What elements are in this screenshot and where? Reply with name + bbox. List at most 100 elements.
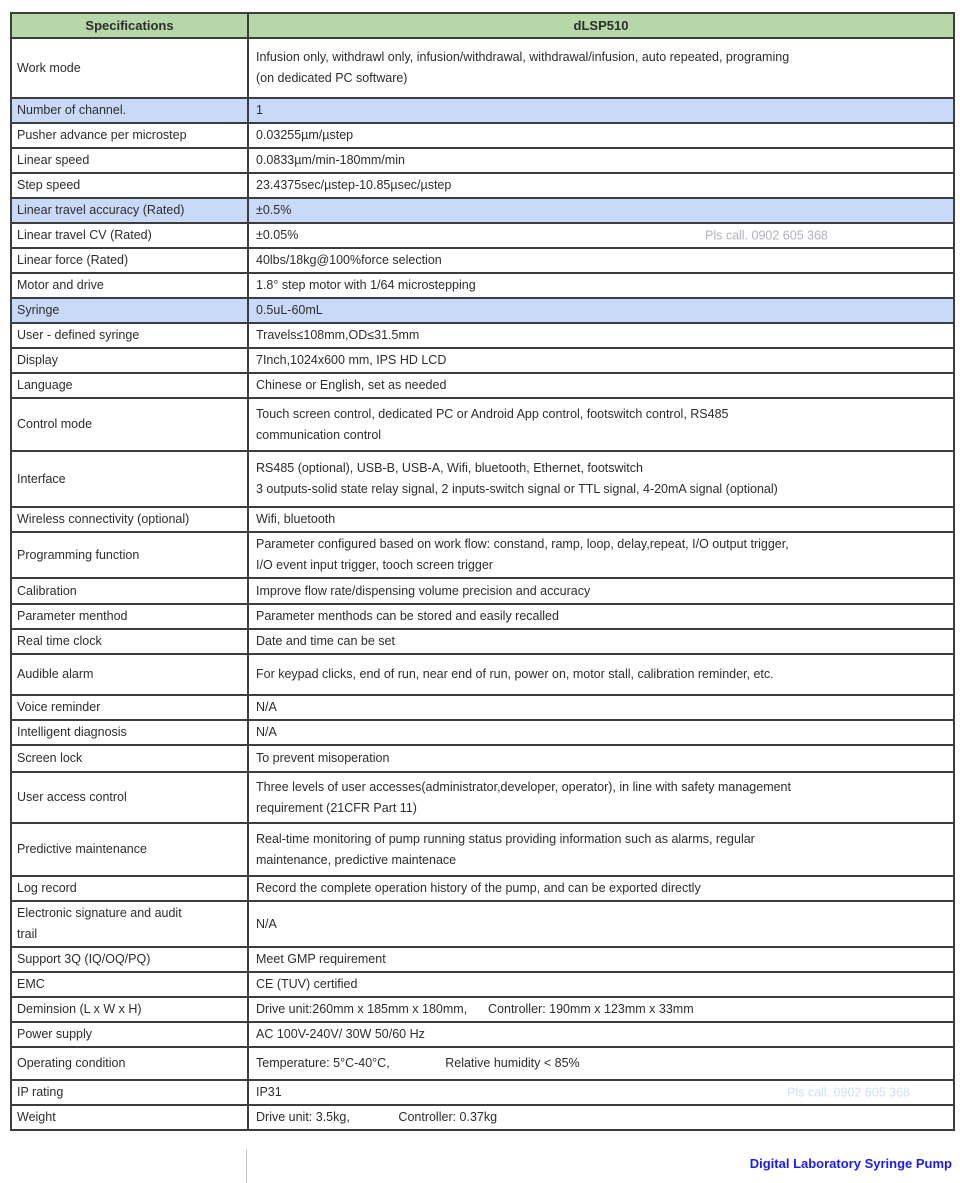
spec-value: 40lbs/18kg@100%force selection: [247, 247, 955, 274]
spec-label: EMC: [10, 971, 249, 998]
table-row: Support 3Q (IQ/OQ/PQ) Meet GMP requiremen…: [10, 946, 955, 973]
table-header-row: Specifications dLSP510: [10, 12, 955, 39]
table-row: Linear travel CV (Rated) ±0.05% Pls call. …: [10, 222, 955, 249]
table-row: Predictive maintenance Real-time monitori…: [10, 822, 955, 877]
spec-value-text: Date and time can be set: [256, 634, 395, 648]
spec-label: Operating condition: [10, 1046, 249, 1081]
table-row: Calibration Improve flow rate/dispensing …: [10, 577, 955, 605]
header-model: dLSP510: [247, 12, 955, 39]
spec-value-text: Improve flow rate/dispensing volume prec…: [256, 583, 591, 598]
spec-value: Infusion only, withdrawl only, infusion/…: [247, 37, 955, 99]
spec-value: Parameter menthods can be stored and eas…: [247, 603, 955, 630]
spec-label: Predictive maintenance: [10, 822, 249, 877]
watermark-text: Pls call. 0902 605 368: [786, 1085, 910, 1099]
spec-label: Weight: [10, 1104, 249, 1131]
spec-value-text: Chinese or English, set as needed: [256, 378, 447, 392]
header-specifications: Specifications: [10, 12, 249, 39]
spec-value-text: Infusion only, withdrawl only, infusion/…: [256, 50, 790, 85]
spec-value-text: AC 100V-240V/ 30W 50/60 Hz: [256, 1027, 425, 1041]
spec-label: Number of channel.: [10, 97, 249, 124]
spec-value-text: 1: [256, 103, 263, 117]
spec-value: 23.4375sec/µstep-10.85µsec/µstep: [247, 172, 955, 199]
spec-value: Three levels of user accesses(administra…: [247, 771, 955, 824]
table-row: Electronic signature and audit trail N/A: [10, 900, 955, 948]
spec-value-text: IP31: [256, 1085, 282, 1099]
table-row: Pusher advance per microstep 0.03255µm/µs…: [10, 122, 955, 149]
watermark-text: Pls call. 0902 605 368: [704, 228, 828, 242]
spec-value: N/A: [247, 694, 955, 721]
spec-value: Temperature: 5°C-40°C, Relative humidity…: [247, 1046, 955, 1081]
spec-value: Record the complete operation history of…: [247, 875, 955, 902]
spec-value-text: CE (TUV) certified: [256, 977, 358, 991]
spec-value-text: 1.8° step motor with 1/64 microstepping: [256, 278, 476, 292]
spec-value-text: 0.5uL-60mL: [256, 303, 323, 317]
spec-value: CE (TUV) certified: [247, 971, 955, 998]
table-row: Deminsion (L x W x H) Drive unit:260mm x …: [10, 996, 955, 1023]
spec-value: N/A: [247, 719, 955, 746]
spec-value: Date and time can be set: [247, 628, 955, 655]
table-row: Audible alarm For keypad clicks, end of r…: [10, 653, 955, 696]
spec-value: ±0.5%: [247, 197, 955, 224]
spec-label: Wireless connectivity (optional): [10, 506, 249, 533]
spec-value-text: For keypad clicks, end of run, near end …: [256, 667, 774, 681]
spec-value-text: Drive unit:260mm x 185mm x 180mm, Contro…: [256, 1002, 694, 1016]
spec-label: IP rating: [10, 1079, 249, 1106]
table-row: Linear travel accuracy (Rated) ±0.5%: [10, 197, 955, 224]
table-row: Control mode Touch screen control, dedica…: [10, 397, 955, 452]
spec-label: Control mode: [10, 397, 249, 452]
spec-value-text: Wifi, bluetooth: [256, 512, 336, 526]
spec-label: Interface: [10, 450, 249, 508]
spec-value-text: Three levels of user accesses(administra…: [256, 779, 791, 815]
spec-value-text: Real-time monitoring of pump running sta…: [256, 831, 755, 867]
table-row: Motor and drive 1.8° step motor with 1/64…: [10, 272, 955, 299]
footer-caption: Digital Laboratory Syringe Pump: [749, 1156, 952, 1171]
spec-label: Electronic signature and audit trail: [10, 900, 249, 948]
table-row: Real time clock Date and time can be set: [10, 628, 955, 655]
spec-value-text: ±0.5%: [256, 203, 292, 217]
spec-value: IP31 Pls call. 0902 605 368: [247, 1079, 955, 1106]
spec-label: Support 3Q (IQ/OQ/PQ): [10, 946, 249, 973]
spec-value: 0.03255µm/µstep: [247, 122, 955, 149]
table-row: Power supply AC 100V-240V/ 30W 50/60 Hz: [10, 1021, 955, 1048]
table-row: Display 7Inch,1024x600 mm, IPS HD LCD: [10, 347, 955, 374]
spec-value: 0.0833µm/min-180mm/min: [247, 147, 955, 174]
table-row: Wireless connectivity (optional) Wifi, bl…: [10, 506, 955, 533]
spec-label: Calibration: [10, 577, 249, 605]
spec-value: Meet GMP requirement: [247, 946, 955, 973]
spec-label: Programming function: [10, 531, 249, 579]
spec-value-text: Touch screen control, dedicated PC or An…: [256, 406, 729, 442]
specifications-table: Specifications dLSP510 Work mode Infusion…: [10, 12, 955, 1131]
spec-label: Language: [10, 372, 249, 399]
table-row: Language Chinese or English, set as neede…: [10, 372, 955, 399]
table-row: Linear speed 0.0833µm/min-180mm/min: [10, 147, 955, 174]
spec-label: Parameter menthod: [10, 603, 249, 630]
table-row: Step speed 23.4375sec/µstep-10.85µsec/µst…: [10, 172, 955, 199]
spec-label: Intelligent diagnosis: [10, 719, 249, 746]
table-row: Interface RS485 (optional), USB-B, USB-A,…: [10, 450, 955, 508]
table-row: Number of channel. 1: [10, 97, 955, 124]
table-row: Parameter menthod Parameter menthods can …: [10, 603, 955, 630]
spec-value: Touch screen control, dedicated PC or An…: [247, 397, 955, 452]
spec-value-text: Parameter menthods can be stored and eas…: [256, 609, 559, 623]
spec-label: Display: [10, 347, 249, 374]
table-row: User - defined syringe Travels≤108mm,OD≤3…: [10, 322, 955, 349]
spec-label: Audible alarm: [10, 653, 249, 696]
spec-value-text: Record the complete operation history of…: [256, 881, 701, 895]
spec-value: ±0.05% Pls call. 0902 605 368: [247, 222, 955, 249]
spec-value-text: Parameter configured based on work flow:…: [256, 537, 789, 572]
spec-label: Real time clock: [10, 628, 249, 655]
spec-value: To prevent misoperation: [247, 744, 955, 773]
table-row: Voice reminder N/A: [10, 694, 955, 721]
spec-value: Wifi, bluetooth: [247, 506, 955, 533]
spec-value-text: 7Inch,1024x600 mm, IPS HD LCD: [256, 353, 447, 367]
spec-value-text: 0.03255µm/µstep: [256, 128, 354, 142]
table-row: Programming function Parameter configured…: [10, 531, 955, 579]
spec-label: Syringe: [10, 297, 249, 324]
spec-value: Travels≤108mm,OD≤31.5mm: [247, 322, 955, 349]
spec-label: Deminsion (L x W x H): [10, 996, 249, 1023]
spec-value-text: 0.0833µm/min-180mm/min: [256, 153, 405, 167]
table-row: Weight Drive unit: 3.5kg, Controller: 0.3…: [10, 1104, 955, 1131]
table-row: Screen lock To prevent misoperation: [10, 744, 955, 773]
spec-value: Drive unit: 3.5kg, Controller: 0.37kg: [247, 1104, 955, 1131]
